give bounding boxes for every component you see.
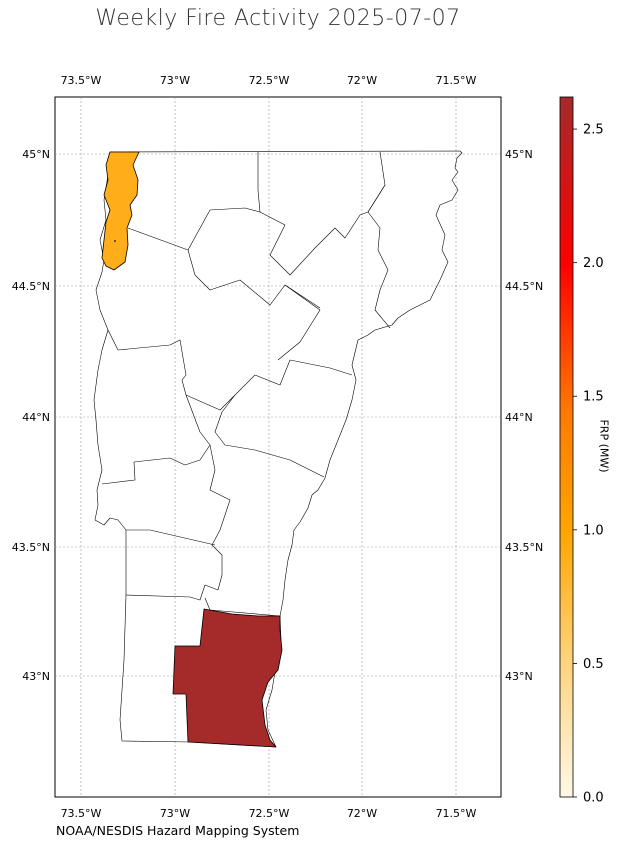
lon-tick-bottom: 73.5°W bbox=[61, 807, 102, 820]
lon-tick-top: 73.5°W bbox=[61, 74, 102, 87]
lon-tick-bottom: 73°W bbox=[160, 807, 190, 820]
colorbar-tick-label: 0.5 bbox=[583, 657, 604, 672]
lat-tick-right: 43.5°N bbox=[505, 541, 543, 554]
lon-tick-top: 72°W bbox=[347, 74, 377, 87]
colorbar-tick-label: 1.0 bbox=[583, 523, 604, 538]
fire-region-windham bbox=[172, 608, 283, 748]
state-outline bbox=[93, 150, 463, 748]
lon-tick-bottom: 72°W bbox=[347, 807, 377, 820]
lat-tick-left: 43°N bbox=[22, 670, 50, 683]
lon-ticks-top: 73.5°W 73°W 72.5°W 72°W 71.5°W bbox=[61, 74, 477, 87]
county-boundaries bbox=[93, 150, 463, 748]
colorbar-label: FRP (MW) bbox=[597, 419, 611, 473]
lon-tick-top: 72.5°W bbox=[249, 74, 290, 87]
colorbar-tick-label: 1.5 bbox=[583, 390, 604, 405]
lat-tick-left: 44.5°N bbox=[12, 280, 50, 293]
lat-ticks-left: 45°N 44.5°N 44°N 43.5°N 43°N bbox=[12, 148, 50, 683]
lat-tick-right: 44°N bbox=[505, 411, 533, 424]
lat-tick-left: 44°N bbox=[22, 411, 50, 424]
lon-tick-top: 71.5°W bbox=[436, 74, 477, 87]
lat-tick-right: 44.5°N bbox=[505, 280, 543, 293]
gridlines bbox=[55, 97, 501, 797]
lon-ticks-bottom: 73.5°W 73°W 72.5°W 72°W 71.5°W bbox=[61, 807, 477, 820]
lat-ticks-right: 45°N 44.5°N 44°N 43.5°N 43°N bbox=[505, 148, 543, 683]
lat-tick-left: 43.5°N bbox=[12, 541, 50, 554]
colorbar-tick-label: 0.0 bbox=[583, 791, 604, 806]
fire-region-grand-isle bbox=[101, 151, 140, 271]
map-title: Weekly Fire Activity 2025-07-07 bbox=[95, 6, 461, 31]
credit-text: NOAA/NESDIS Hazard Mapping System bbox=[56, 823, 300, 838]
lon-tick-top: 73°W bbox=[160, 74, 190, 87]
lat-tick-right: 43°N bbox=[505, 670, 533, 683]
fire-detection-point bbox=[114, 240, 116, 242]
colorbar-tick-label: 2.0 bbox=[583, 256, 604, 271]
lon-tick-bottom: 72.5°W bbox=[249, 807, 290, 820]
lon-tick-bottom: 71.5°W bbox=[436, 807, 477, 820]
colorbar bbox=[559, 96, 574, 798]
lat-tick-right: 45°N bbox=[505, 148, 533, 161]
lat-tick-left: 45°N bbox=[22, 148, 50, 161]
colorbar-tick-label: 2.5 bbox=[583, 123, 604, 138]
colorbar-ticks: 0.0 0.5 1.0 1.5 2.0 2.5 bbox=[573, 123, 604, 806]
